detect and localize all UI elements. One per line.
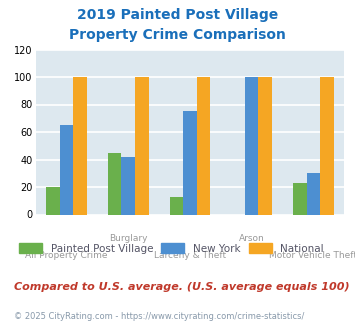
Bar <box>307 173 320 214</box>
Legend: Painted Post Village, New York, National: Painted Post Village, New York, National <box>20 243 323 254</box>
Bar <box>135 77 148 214</box>
Text: © 2025 CityRating.com - https://www.cityrating.com/crime-statistics/: © 2025 CityRating.com - https://www.city… <box>14 312 305 321</box>
Bar <box>121 157 135 214</box>
Bar <box>170 197 183 214</box>
Text: All Property Crime: All Property Crime <box>25 251 108 260</box>
Text: Motor Vehicle Theft: Motor Vehicle Theft <box>269 251 355 260</box>
Bar <box>108 152 121 214</box>
Bar <box>258 77 272 214</box>
Bar <box>60 125 73 214</box>
Bar <box>320 77 334 214</box>
Bar <box>46 187 60 214</box>
Text: Arson: Arson <box>239 234 264 243</box>
Text: Larceny & Theft: Larceny & Theft <box>154 251 226 260</box>
Bar <box>197 77 210 214</box>
Bar <box>293 183 307 214</box>
Bar <box>183 112 197 214</box>
Bar <box>73 77 87 214</box>
Text: Burglary: Burglary <box>109 234 147 243</box>
Text: 2019 Painted Post Village: 2019 Painted Post Village <box>77 8 278 22</box>
Text: Compared to U.S. average. (U.S. average equals 100): Compared to U.S. average. (U.S. average … <box>14 282 350 292</box>
Text: Property Crime Comparison: Property Crime Comparison <box>69 28 286 42</box>
Bar <box>245 77 258 214</box>
